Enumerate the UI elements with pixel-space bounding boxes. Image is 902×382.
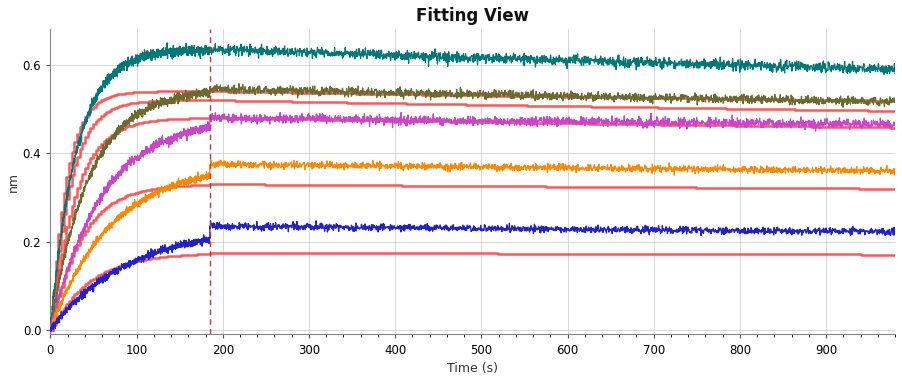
X-axis label: Time (s): Time (s): [447, 362, 498, 375]
Y-axis label: nm: nm: [7, 172, 20, 192]
Title: Fitting View: Fitting View: [416, 7, 529, 25]
